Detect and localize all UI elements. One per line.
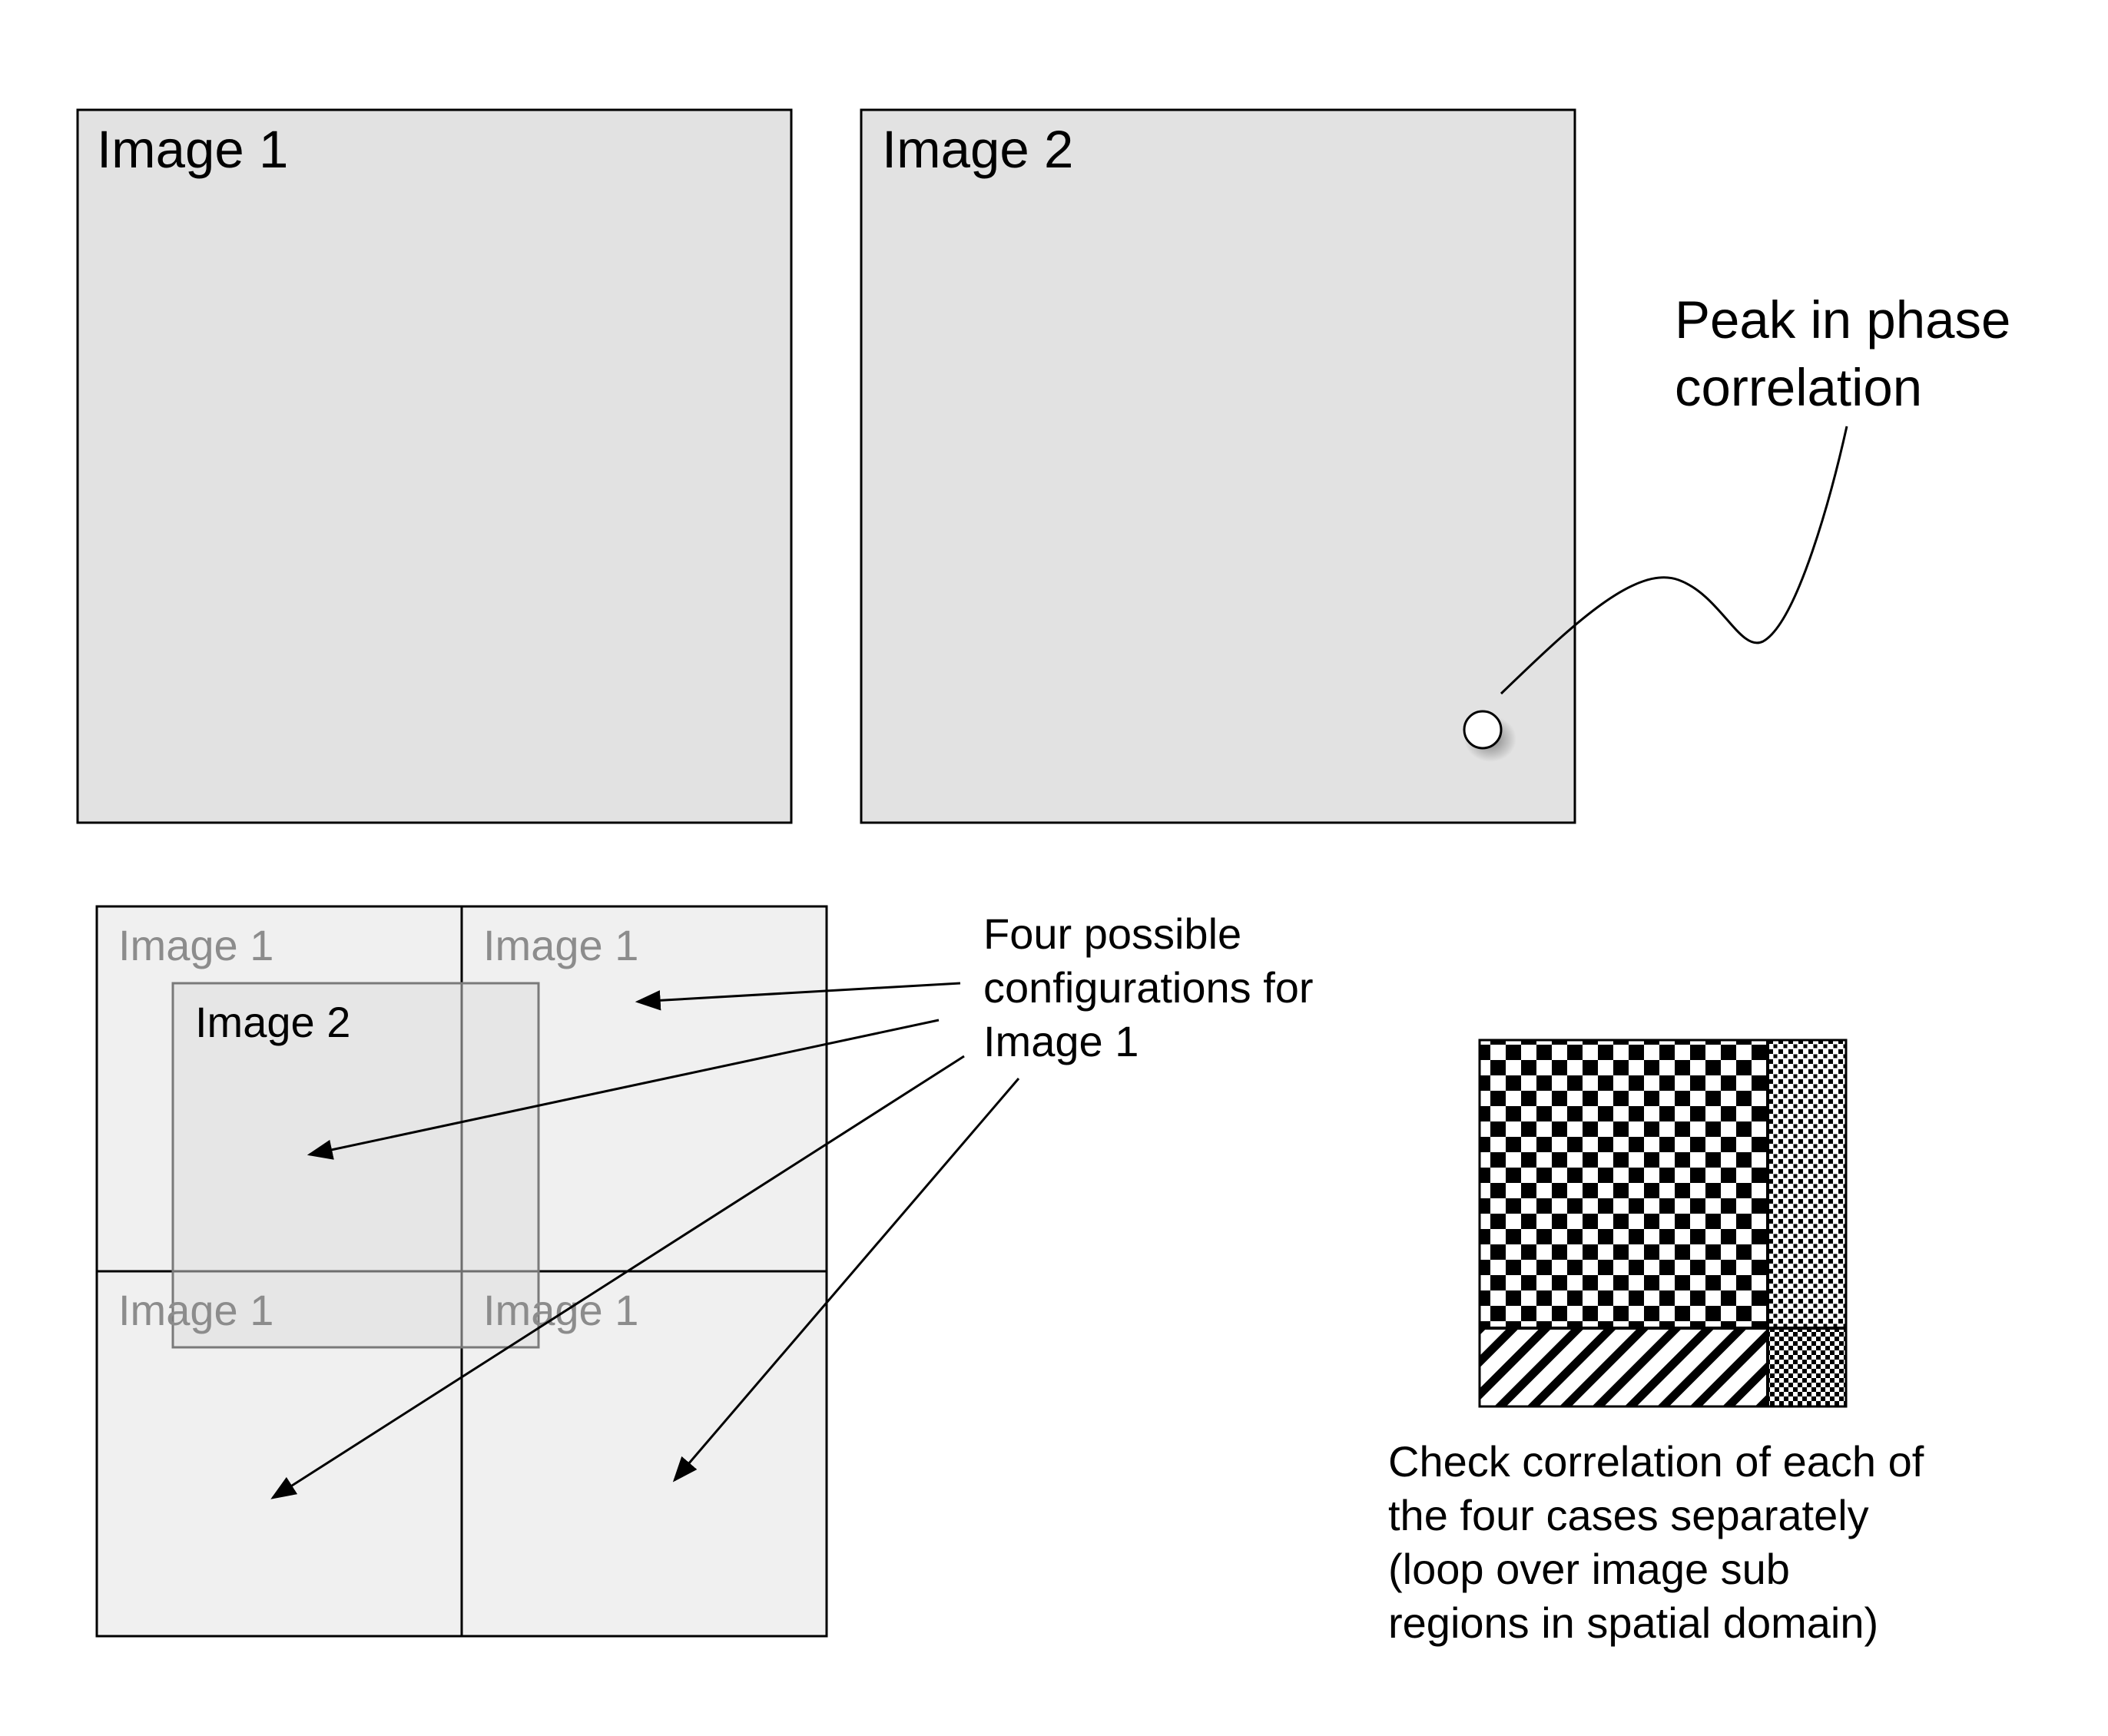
- subregion-stripes: [1480, 1328, 1768, 1406]
- configurations-note-line2: configurations for: [983, 963, 1314, 1012]
- subregion-dots: [1768, 1040, 1846, 1328]
- image2-panel: Image 2: [860, 108, 1576, 824]
- arrow-to-top-left: [307, 1019, 940, 1160]
- configurations-note-line1: Four possible: [983, 909, 1241, 958]
- correlation-peak-marker: [1463, 710, 1516, 762]
- subregion-fine-checker: [1768, 1328, 1846, 1406]
- arrow-to-bottom-left: [270, 1055, 965, 1499]
- configurations-note-line3: Image 1: [983, 1017, 1139, 1065]
- image2-label: Image 2: [882, 120, 1073, 179]
- subregion-checker: [1480, 1040, 1768, 1328]
- subregion-pattern-square: [1478, 1039, 1848, 1408]
- quadrant-label-bottom-left: Image 1: [118, 1286, 273, 1334]
- peak-label: Peak in phase correlation: [1675, 290, 2010, 417]
- configuration-arrows: [270, 982, 1020, 1499]
- check-note-line2: the four cases separately: [1388, 1491, 1869, 1539]
- quadrant-label-top-left: Image 1: [118, 921, 273, 969]
- image1-panel: Image 1: [76, 108, 793, 824]
- peak-label-line1: Peak in phase: [1675, 290, 2010, 350]
- check-note-line4: regions in spatial domain): [1388, 1599, 1878, 1647]
- quadrant-label-top-right: Image 1: [483, 921, 638, 969]
- check-note-line3: (loop over image sub: [1388, 1545, 1790, 1593]
- image1-label: Image 1: [97, 120, 288, 179]
- peak-label-line2: correlation: [1675, 358, 1922, 417]
- overlay-image2-label: Image 2: [195, 998, 350, 1046]
- peak-callout-line: [1500, 426, 1848, 695]
- configurations-note: Four possible configurations for Image 1: [983, 909, 1314, 1065]
- image2-overlay: Image 2: [171, 982, 540, 1349]
- arrow-to-bottom-right: [672, 1078, 1020, 1483]
- arrow-to-top-right: [635, 982, 961, 1011]
- quadrant-label-bottom-right: Image 1: [483, 1286, 638, 1334]
- check-note-line1: Check correlation of each of: [1388, 1437, 1924, 1486]
- check-note: Check correlation of each of the four ca…: [1388, 1437, 1924, 1647]
